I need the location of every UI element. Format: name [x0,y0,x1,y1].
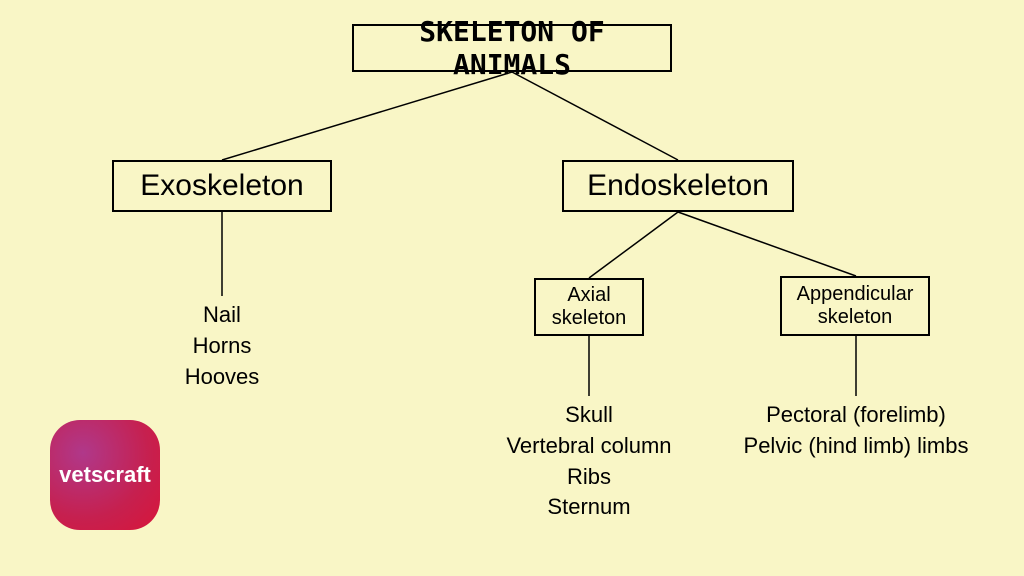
axial-skeleton-node: Axialskeleton [534,278,644,336]
root-node: SKELETON OF ANIMALS [352,24,672,72]
appendicular-label: Appendicularskeleton [797,283,914,329]
exoskeleton-node: Exoskeleton [112,160,332,212]
appendicular-skeleton-node: Appendicularskeleton [780,276,930,336]
exoskeleton-items: NailHornsHooves [185,300,260,392]
appendicular-items: Pectoral (forelimb)Pelvic (hind limb) li… [744,400,969,462]
endoskeleton-node: Endoskeleton [562,160,794,212]
exoskeleton-label: Exoskeleton [140,169,303,203]
vetscraft-logo: vetscraft [50,420,160,530]
axial-items: SkullVertebral columnRibsSternum [506,400,671,523]
diagram-canvas: SKELETON OF ANIMALS Exoskeleton Endoskel… [0,0,1024,576]
endoskeleton-label: Endoskeleton [587,169,769,203]
axial-label: Axialskeleton [552,284,627,330]
root-label: SKELETON OF ANIMALS [354,15,670,81]
logo-text: vetscraft [59,462,151,488]
